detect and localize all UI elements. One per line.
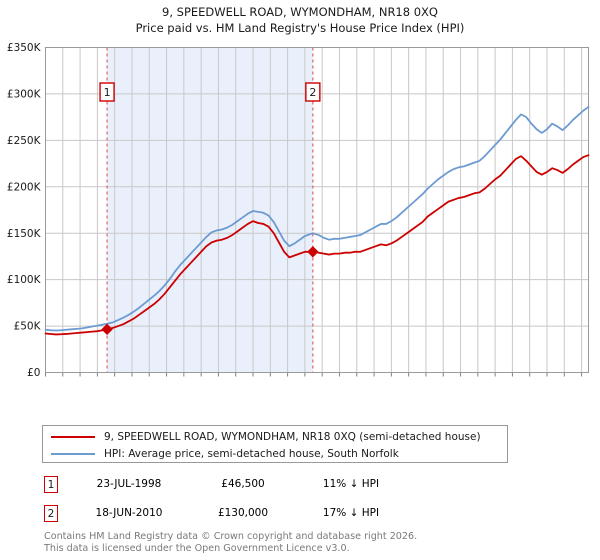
sale-hpi-delta-1: 11% ↓ HPI [322,478,380,490]
footer-attribution: Contains HM Land Registry data © Crown c… [44,531,584,554]
y-axis-tick-label: £150K [7,228,42,240]
sale-row-2: 2 18-JUN-2010 £130,000 17% ↓ HPI [44,503,544,523]
series-line-hpi [44,106,590,332]
sale-date-1: 23-JUL-1998 [96,478,162,490]
sale-price-2: £130,000 [217,507,269,519]
title-line-subtitle: Price paid vs. HM Land Registry's House … [135,21,465,35]
chart-legend: 9, SPEEDWELL ROAD, WYMONDHAM, NR18 0XQ (… [42,425,508,463]
chart-title: 9, SPEEDWELL ROAD, WYMONDHAM, NR18 0XQ P… [0,4,600,36]
sale-hpi-delta-2: 17% ↓ HPI [322,507,380,519]
sale-marker-box-label-1: 1 [104,86,111,99]
sale-marker-box-2[interactable] [305,82,321,102]
title-line-address: 9, SPEEDWELL ROAD, WYMONDHAM, NR18 0XQ [162,5,438,19]
ownership-period-band [107,47,313,373]
legend-swatch-price-paid [51,435,95,438]
legend-label-hpi: HPI: Average price, semi-detached house,… [104,447,399,460]
sale-point-marker-2[interactable] [307,246,319,258]
y-axis-tick-label: £100K [7,274,42,286]
footer-line-copyright: Contains HM Land Registry data © Crown c… [44,531,418,542]
sale-point-marker-1[interactable] [101,323,113,336]
sale-marker-box-label-2: 2 [309,86,316,99]
y-axis-tick-label: £350K [7,42,42,54]
y-axis-tick-label: £0 [27,367,40,379]
footer-line-licence: This data is licensed under the Open Gov… [44,542,350,554]
legend-swatch-hpi [51,452,95,455]
y-axis-tick-label: £300K [7,89,42,101]
sale-price-1: £46,500 [221,478,265,490]
y-axis-tick-label: £50K [14,321,42,333]
series-line-price-paid [44,154,590,336]
sale-marker-badge-2: 2 [44,504,58,522]
plot-frame [45,47,589,373]
y-axis-tick-label: £250K [7,135,42,147]
y-axis-tick-label: £200K [7,181,42,193]
legend-item-price-paid: 9, SPEEDWELL ROAD, WYMONDHAM, NR18 0XQ (… [51,428,481,445]
legend-item-hpi: HPI: Average price, semi-detached house,… [51,445,399,462]
legend-label-price-paid: 9, SPEEDWELL ROAD, WYMONDHAM, NR18 0XQ (… [104,430,481,443]
sale-marker-box-1[interactable] [99,82,115,102]
sale-row-1: 1 23-JUL-1998 £46,500 11% ↓ HPI [44,474,544,494]
sale-date-2: 18-JUN-2010 [95,507,163,519]
chart-plot: £0£50K£100K£150K£200K£250K£300K£350K1995… [7,42,590,379]
sale-marker-badge-1: 1 [44,475,58,493]
